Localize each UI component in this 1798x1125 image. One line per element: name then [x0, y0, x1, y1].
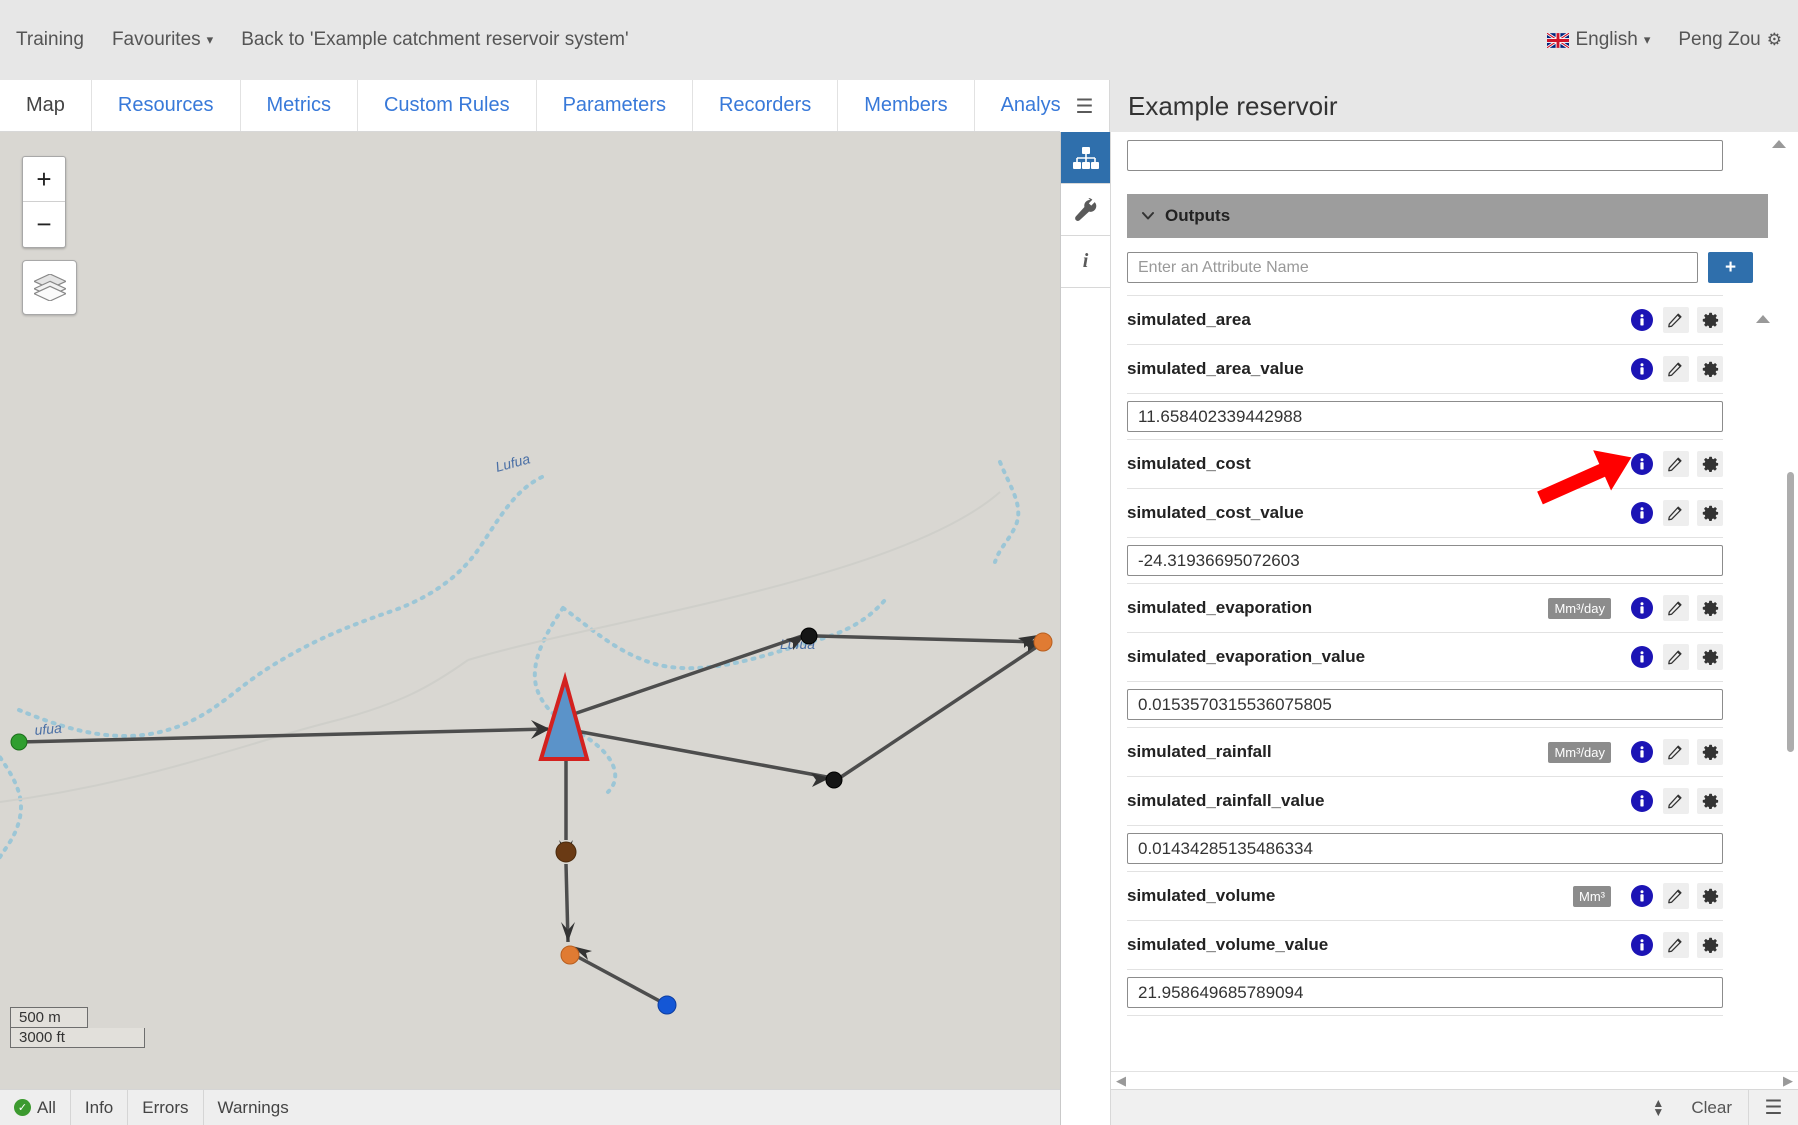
svg-text:Lufua: Lufua	[494, 450, 532, 475]
svg-text:ufua: ufua	[34, 720, 63, 738]
